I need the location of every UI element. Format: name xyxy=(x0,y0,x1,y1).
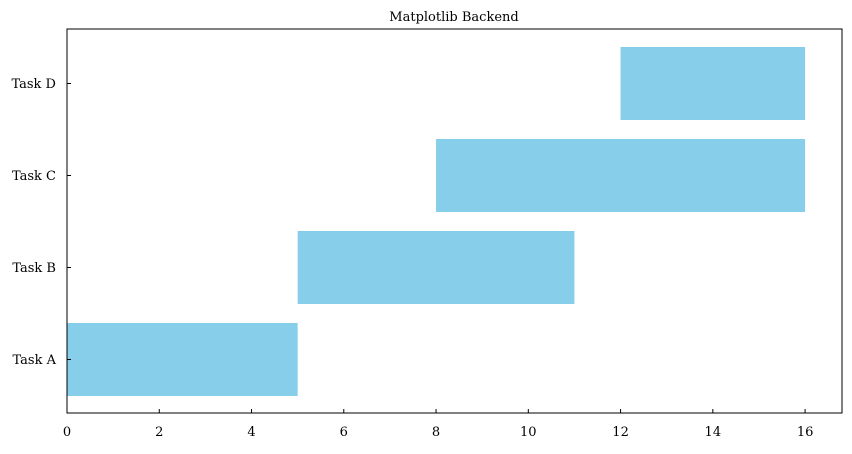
y-axis: Task A Task B Task C Task D xyxy=(11,77,71,368)
x-tick-label: 4 xyxy=(247,425,255,440)
chart-title: Matplotlib Backend xyxy=(389,10,518,25)
plot-frame xyxy=(66,28,843,414)
bar-task-a xyxy=(67,323,298,396)
bar-task-c xyxy=(436,139,806,212)
y-tick-label: Task C xyxy=(12,169,56,184)
x-tick-label: 14 xyxy=(705,425,722,440)
y-tick-label: Task D xyxy=(11,77,56,92)
x-tick-label: 12 xyxy=(612,425,629,440)
bar-task-b xyxy=(297,231,575,304)
bars-layer xyxy=(67,47,806,396)
x-tick-label: 8 xyxy=(432,425,440,440)
x-tick-label: 0 xyxy=(63,425,71,440)
x-tick-label: 6 xyxy=(340,425,348,440)
x-tick-label: 16 xyxy=(797,425,814,440)
y-tick-label: Task A xyxy=(13,353,57,368)
x-axis: 0 2 4 6 8 10 12 14 16 xyxy=(63,409,814,440)
bar-task-d xyxy=(620,47,806,120)
x-tick-label: 10 xyxy=(520,425,537,440)
x-tick-label: 2 xyxy=(155,425,163,440)
y-tick-label: Task B xyxy=(12,261,56,276)
